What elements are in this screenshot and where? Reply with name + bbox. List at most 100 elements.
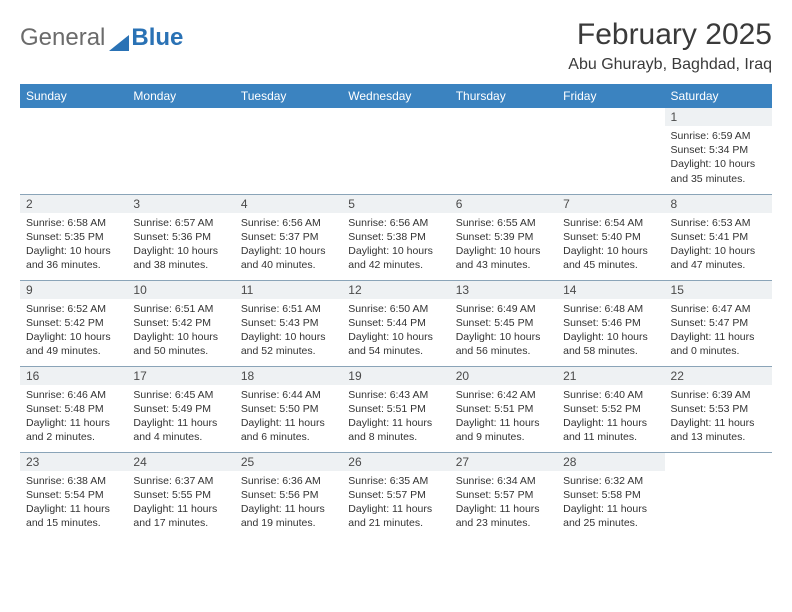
calendar-day: 7Sunrise: 6:54 AMSunset: 5:40 PMDaylight… [557, 194, 664, 280]
day-info: Sunrise: 6:56 AMSunset: 5:37 PMDaylight:… [235, 213, 342, 277]
calendar-day: 28Sunrise: 6:32 AMSunset: 5:58 PMDayligh… [557, 452, 664, 538]
calendar-week: 1Sunrise: 6:59 AMSunset: 5:34 PMDaylight… [20, 108, 772, 194]
day-number: 1 [665, 108, 772, 126]
day-number: 16 [20, 367, 127, 385]
day-info: Sunrise: 6:39 AMSunset: 5:53 PMDaylight:… [665, 385, 772, 449]
calendar-day: 20Sunrise: 6:42 AMSunset: 5:51 PMDayligh… [450, 366, 557, 452]
sunset-text: Sunset: 5:57 PM [348, 488, 443, 502]
day-number: 10 [127, 281, 234, 299]
calendar-day: 17Sunrise: 6:45 AMSunset: 5:49 PMDayligh… [127, 366, 234, 452]
day-info: Sunrise: 6:38 AMSunset: 5:54 PMDaylight:… [20, 471, 127, 535]
sunrise-text: Sunrise: 6:45 AM [133, 388, 228, 402]
day-number: 9 [20, 281, 127, 299]
title-block: February 2025 Abu Ghurayb, Baghdad, Iraq [568, 18, 772, 74]
logo-text-1: General [20, 24, 105, 52]
day-info: Sunrise: 6:51 AMSunset: 5:43 PMDaylight:… [235, 299, 342, 363]
sunset-text: Sunset: 5:35 PM [26, 230, 121, 244]
sunrise-text: Sunrise: 6:57 AM [133, 216, 228, 230]
weekday-header: Monday [127, 84, 234, 108]
sunset-text: Sunset: 5:39 PM [456, 230, 551, 244]
day-number: 26 [342, 453, 449, 471]
daylight-text: Daylight: 11 hours and 4 minutes. [133, 416, 228, 444]
sunrise-text: Sunrise: 6:49 AM [456, 302, 551, 316]
weekday-header: Wednesday [342, 84, 449, 108]
sunrise-text: Sunrise: 6:36 AM [241, 474, 336, 488]
sunset-text: Sunset: 5:43 PM [241, 316, 336, 330]
day-info: Sunrise: 6:48 AMSunset: 5:46 PMDaylight:… [557, 299, 664, 363]
calendar-empty [20, 108, 127, 194]
daylight-text: Daylight: 10 hours and 36 minutes. [26, 244, 121, 272]
day-number: 27 [450, 453, 557, 471]
day-info: Sunrise: 6:57 AMSunset: 5:36 PMDaylight:… [127, 213, 234, 277]
day-info: Sunrise: 6:51 AMSunset: 5:42 PMDaylight:… [127, 299, 234, 363]
day-number: 17 [127, 367, 234, 385]
daylight-text: Daylight: 11 hours and 19 minutes. [241, 502, 336, 530]
calendar-day: 9Sunrise: 6:52 AMSunset: 5:42 PMDaylight… [20, 280, 127, 366]
day-info: Sunrise: 6:40 AMSunset: 5:52 PMDaylight:… [557, 385, 664, 449]
calendar-day: 13Sunrise: 6:49 AMSunset: 5:45 PMDayligh… [450, 280, 557, 366]
daylight-text: Daylight: 10 hours and 50 minutes. [133, 330, 228, 358]
calendar-day: 6Sunrise: 6:55 AMSunset: 5:39 PMDaylight… [450, 194, 557, 280]
day-number: 28 [557, 453, 664, 471]
daylight-text: Daylight: 11 hours and 21 minutes. [348, 502, 443, 530]
sunrise-text: Sunrise: 6:58 AM [26, 216, 121, 230]
sunrise-text: Sunrise: 6:50 AM [348, 302, 443, 316]
day-number: 25 [235, 453, 342, 471]
sunrise-text: Sunrise: 6:48 AM [563, 302, 658, 316]
sunset-text: Sunset: 5:36 PM [133, 230, 228, 244]
day-number: 20 [450, 367, 557, 385]
daylight-text: Daylight: 10 hours and 56 minutes. [456, 330, 551, 358]
sunrise-text: Sunrise: 6:38 AM [26, 474, 121, 488]
logo-sail-icon [109, 30, 129, 46]
day-number: 18 [235, 367, 342, 385]
calendar-body: 1Sunrise: 6:59 AMSunset: 5:34 PMDaylight… [20, 108, 772, 538]
sunset-text: Sunset: 5:38 PM [348, 230, 443, 244]
day-info: Sunrise: 6:52 AMSunset: 5:42 PMDaylight:… [20, 299, 127, 363]
day-number: 5 [342, 195, 449, 213]
day-info: Sunrise: 6:32 AMSunset: 5:58 PMDaylight:… [557, 471, 664, 535]
sunset-text: Sunset: 5:47 PM [671, 316, 766, 330]
sunset-text: Sunset: 5:46 PM [563, 316, 658, 330]
sunrise-text: Sunrise: 6:42 AM [456, 388, 551, 402]
sunset-text: Sunset: 5:52 PM [563, 402, 658, 416]
weekday-header: Tuesday [235, 84, 342, 108]
sunset-text: Sunset: 5:48 PM [26, 402, 121, 416]
daylight-text: Daylight: 10 hours and 40 minutes. [241, 244, 336, 272]
daylight-text: Daylight: 10 hours and 54 minutes. [348, 330, 443, 358]
calendar-week: 2Sunrise: 6:58 AMSunset: 5:35 PMDaylight… [20, 194, 772, 280]
calendar-empty [450, 108, 557, 194]
sunset-text: Sunset: 5:57 PM [456, 488, 551, 502]
daylight-text: Daylight: 10 hours and 52 minutes. [241, 330, 336, 358]
day-info: Sunrise: 6:47 AMSunset: 5:47 PMDaylight:… [665, 299, 772, 363]
day-number: 12 [342, 281, 449, 299]
sunset-text: Sunset: 5:56 PM [241, 488, 336, 502]
daylight-text: Daylight: 10 hours and 49 minutes. [26, 330, 121, 358]
day-info: Sunrise: 6:50 AMSunset: 5:44 PMDaylight:… [342, 299, 449, 363]
day-info: Sunrise: 6:44 AMSunset: 5:50 PMDaylight:… [235, 385, 342, 449]
day-number: 21 [557, 367, 664, 385]
day-info: Sunrise: 6:49 AMSunset: 5:45 PMDaylight:… [450, 299, 557, 363]
day-number: 11 [235, 281, 342, 299]
sunset-text: Sunset: 5:40 PM [563, 230, 658, 244]
calendar-week: 16Sunrise: 6:46 AMSunset: 5:48 PMDayligh… [20, 366, 772, 452]
day-info: Sunrise: 6:54 AMSunset: 5:40 PMDaylight:… [557, 213, 664, 277]
day-number: 14 [557, 281, 664, 299]
daylight-text: Daylight: 10 hours and 35 minutes. [671, 157, 766, 185]
sunrise-text: Sunrise: 6:34 AM [456, 474, 551, 488]
month-title: February 2025 [568, 18, 772, 52]
day-info: Sunrise: 6:55 AMSunset: 5:39 PMDaylight:… [450, 213, 557, 277]
sunset-text: Sunset: 5:54 PM [26, 488, 121, 502]
day-info: Sunrise: 6:36 AMSunset: 5:56 PMDaylight:… [235, 471, 342, 535]
calendar-day: 18Sunrise: 6:44 AMSunset: 5:50 PMDayligh… [235, 366, 342, 452]
daylight-text: Daylight: 11 hours and 2 minutes. [26, 416, 121, 444]
day-number: 6 [450, 195, 557, 213]
location: Abu Ghurayb, Baghdad, Iraq [568, 56, 772, 74]
calendar-day: 1Sunrise: 6:59 AMSunset: 5:34 PMDaylight… [665, 108, 772, 194]
daylight-text: Daylight: 10 hours and 43 minutes. [456, 244, 551, 272]
day-info: Sunrise: 6:45 AMSunset: 5:49 PMDaylight:… [127, 385, 234, 449]
sunset-text: Sunset: 5:51 PM [456, 402, 551, 416]
sunset-text: Sunset: 5:45 PM [456, 316, 551, 330]
day-info: Sunrise: 6:43 AMSunset: 5:51 PMDaylight:… [342, 385, 449, 449]
calendar-day: 14Sunrise: 6:48 AMSunset: 5:46 PMDayligh… [557, 280, 664, 366]
day-info: Sunrise: 6:37 AMSunset: 5:55 PMDaylight:… [127, 471, 234, 535]
